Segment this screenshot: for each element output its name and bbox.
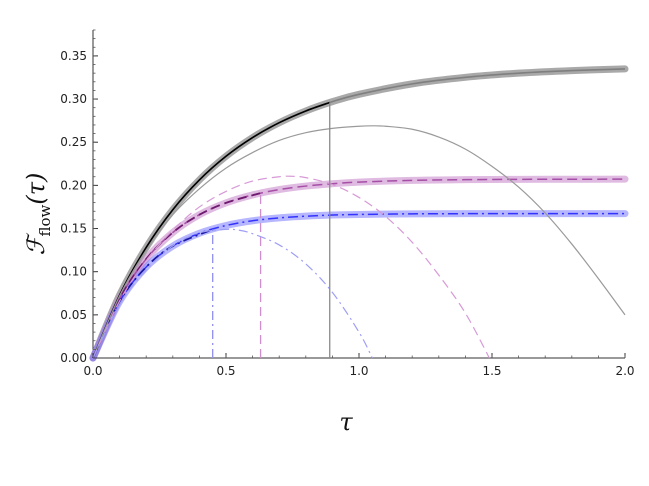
y-axis-label-sub: flow xyxy=(36,204,54,236)
x-tick-label: 1.5 xyxy=(482,364,501,378)
threshold-lines xyxy=(212,102,331,358)
series-line-darkpurple-dashed-short xyxy=(92,192,261,359)
series-lines xyxy=(92,68,626,359)
y-axis-label-main: ℱ xyxy=(22,232,50,255)
x-axis-ticks: 0.0 0.5 1.0 1.5 2.0 xyxy=(83,353,635,378)
y-tick-label: 0.25 xyxy=(60,135,87,149)
series-line-purple-thin-dashed-parabola xyxy=(92,175,490,359)
series-line-blue-band-dashdot xyxy=(92,212,625,359)
y-tick-label: 0.20 xyxy=(60,178,87,192)
x-tick-label: 0.0 xyxy=(83,364,102,378)
x-axis-label: τ xyxy=(339,408,353,436)
x-tick-label: 0.5 xyxy=(216,364,235,378)
series-line-gray-thin-parabola xyxy=(92,125,626,359)
series-line-blue-thin-dashdot-parabola xyxy=(92,228,373,359)
y-tick-label: 0.00 xyxy=(60,351,87,365)
y-tick-label: 0.05 xyxy=(60,308,87,322)
x-tick-label: 1.0 xyxy=(349,364,368,378)
plot-frame xyxy=(92,30,625,359)
y-axis-ticks: 0.00 0.05 0.10 0.15 0.20 0.25 0.30 0.35 xyxy=(60,29,98,365)
y-tick-label: 0.15 xyxy=(60,222,87,236)
series-line-black-solid-short xyxy=(92,101,331,359)
y-axis-label: ℱflow(τ) xyxy=(22,173,54,256)
y-tick-label: 0.30 xyxy=(60,92,87,106)
y-tick-label: 0.35 xyxy=(60,49,87,63)
y-tick-label: 0.10 xyxy=(60,265,87,279)
y-axis-label-arg: (τ) xyxy=(22,173,50,205)
x-tick-label: 2.0 xyxy=(615,364,634,378)
